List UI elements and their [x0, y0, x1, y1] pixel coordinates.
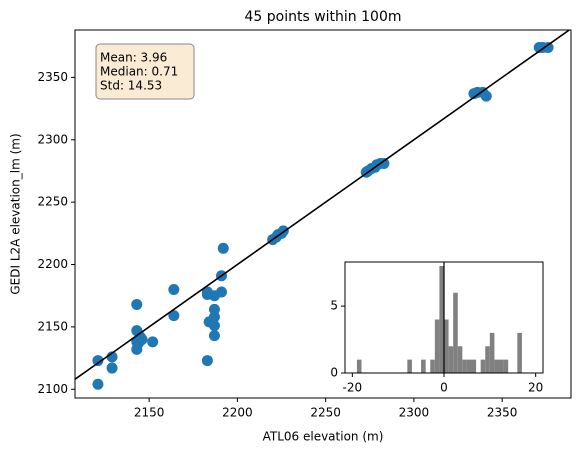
hist-bar [407, 359, 412, 373]
point [136, 333, 148, 345]
x-tick-label: 0 [440, 381, 448, 395]
y-axis-label: GEDI L2A elevation_lm (m) [9, 133, 23, 294]
hist-bar [485, 346, 490, 373]
point [92, 355, 104, 367]
hist-bar [444, 319, 449, 373]
point [542, 41, 554, 53]
y-tick-label: 2350 [37, 70, 68, 84]
hist-bar [499, 359, 504, 373]
hist-bar [457, 346, 463, 373]
y-tick-label: 5 [330, 299, 338, 313]
point [168, 283, 180, 295]
hist-bar [503, 359, 509, 373]
x-tick-label: -20 [343, 381, 363, 395]
point [480, 90, 492, 102]
inset-frame [344, 261, 544, 374]
hist-bar [448, 346, 454, 373]
hist-bar [439, 266, 444, 373]
hist-bar [421, 359, 426, 373]
x-tick-label: 2300 [399, 406, 430, 420]
point [131, 298, 143, 310]
axes-frame [74, 29, 572, 399]
stats-text: Mean: 3.96 [100, 51, 167, 65]
point [378, 157, 390, 169]
hist-bar [494, 359, 499, 373]
x-tick-label: 2350 [487, 406, 518, 420]
point [106, 362, 118, 374]
hist-bar [356, 359, 362, 373]
y-tick-label: 2300 [37, 132, 68, 146]
chart-title: 45 points within 100m [245, 9, 402, 25]
y-tick-label: 2100 [37, 382, 68, 396]
hist-bar [430, 359, 435, 373]
x-tick-label: 2150 [134, 406, 165, 420]
x-tick-label: 20 [528, 381, 543, 395]
point [208, 311, 220, 323]
hist-bar [466, 359, 472, 373]
hist-bar [517, 332, 522, 373]
stats-box [95, 43, 195, 100]
point [208, 320, 220, 332]
identity-line [75, 30, 571, 381]
hist-bar [471, 359, 477, 373]
hist-bar [453, 292, 458, 373]
y-tick-label: 2200 [37, 257, 68, 271]
x-tick-label: 2250 [310, 406, 341, 420]
point [201, 355, 213, 367]
hist-bar [489, 332, 495, 373]
hist-bar [462, 359, 467, 373]
y-tick-label: 0 [330, 366, 338, 380]
stats-text: Std: 14.53 [100, 79, 162, 93]
point [147, 336, 159, 348]
point [208, 330, 220, 342]
y-tick-label: 2250 [37, 195, 68, 209]
point [216, 286, 228, 298]
hist-bar [434, 319, 440, 373]
point [217, 242, 229, 254]
y-tick-label: 2150 [37, 319, 68, 333]
x-axis-label: ATL06 elevation (m) [263, 430, 384, 444]
hist-bar [480, 359, 486, 373]
x-tick-label: 2200 [222, 406, 253, 420]
point [168, 310, 180, 322]
stats-text: Median: 0.71 [100, 65, 178, 79]
point [92, 378, 104, 390]
